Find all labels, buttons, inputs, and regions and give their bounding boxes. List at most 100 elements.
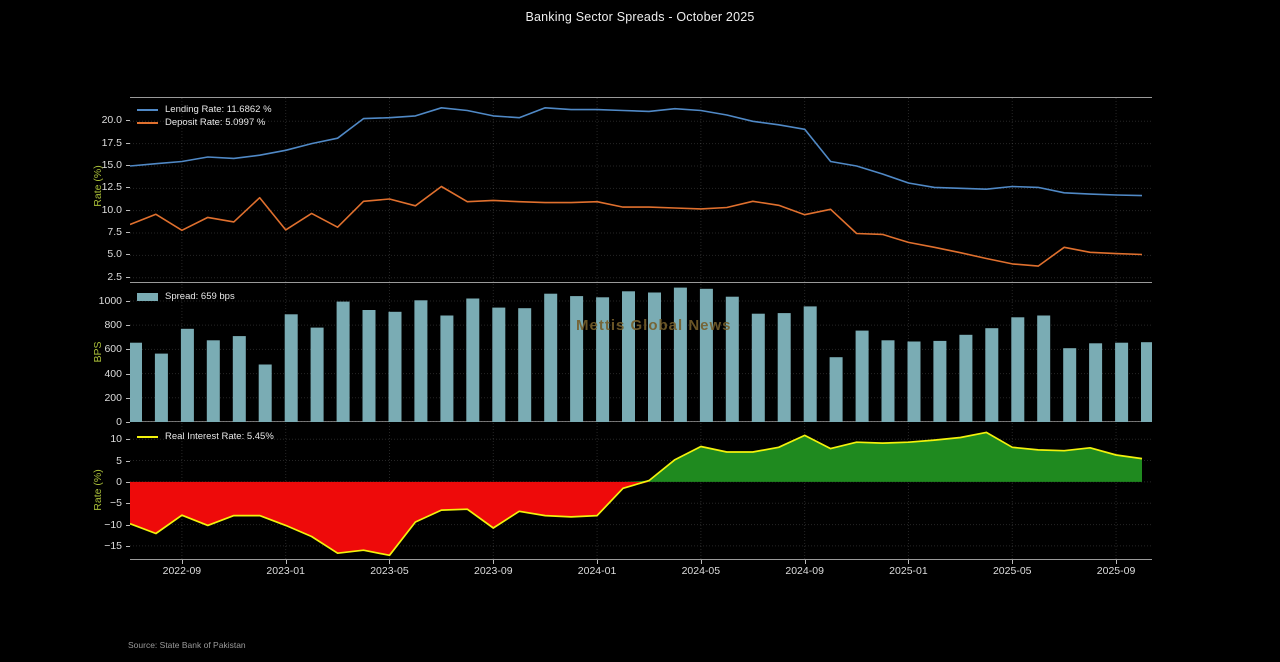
y-tick-label: 0 (116, 416, 122, 428)
y-tick-mark (126, 142, 130, 144)
y-tick-mark (126, 439, 130, 441)
spread-bar (336, 301, 350, 422)
spread-legend-row: Spread: 659 bps (137, 290, 235, 303)
spread-bar (777, 313, 791, 422)
x-tick-label: 2025-05 (992, 565, 1032, 577)
y-tick-mark (126, 300, 130, 302)
spread-bar (258, 364, 272, 422)
lending-line-swatch (137, 108, 158, 111)
deposit-legend-row: Deposit Rate: 5.0997 % (137, 116, 272, 129)
spread-bar (985, 328, 999, 422)
x-tick-mark (181, 560, 183, 564)
y-tick-label: 7.5 (107, 226, 122, 239)
spread-bar (648, 292, 661, 422)
spread-bar (310, 327, 324, 422)
spread-bar (725, 296, 739, 422)
y-tick-mark (126, 349, 130, 351)
x-tick-mark (597, 560, 599, 564)
spread-bar (622, 291, 635, 422)
y-tick-label: 0 (116, 475, 122, 488)
spread-bar (596, 297, 610, 422)
y-tick-mark (126, 232, 130, 234)
y-tick-mark (126, 373, 130, 375)
real-rate-legend: Real Interest Rate: 5.45% (137, 430, 274, 443)
x-tick-mark (908, 560, 910, 564)
x-tick-mark (1012, 560, 1014, 564)
lending-rate-line (130, 107, 1143, 197)
spread-bar (1141, 342, 1152, 422)
x-tick-label: 2023-05 (370, 565, 409, 577)
y-tick-mark (126, 164, 130, 166)
y-tick-label: 400 (104, 367, 122, 380)
y-tick-mark (126, 276, 130, 278)
y-tick-mark (126, 422, 130, 423)
spread-bar (492, 307, 506, 422)
y-tick-mark (126, 254, 130, 256)
spread-bar (544, 293, 558, 422)
real-rate-legend-row: Real Interest Rate: 5.45% (137, 430, 274, 443)
spread-legend-label: Spread: 659 bps (165, 291, 235, 302)
y-tick-label: 5 (116, 454, 122, 467)
spread-bar (414, 300, 428, 422)
y-tick-mark (126, 120, 130, 122)
spread-bar (803, 306, 817, 422)
deposit-line-swatch (137, 121, 158, 124)
y-tick-label: −10 (104, 518, 122, 531)
y-tick-label: 5.0 (107, 248, 122, 261)
real-rate-panel (130, 423, 1152, 560)
x-tick-mark (389, 560, 391, 564)
x-tick-label: 2024-09 (785, 565, 824, 577)
y-tick-mark (126, 524, 130, 526)
y-tick-label: 1000 (98, 294, 122, 307)
x-tick-label: 2023-09 (474, 565, 513, 577)
spread-bar (154, 353, 168, 422)
x-tick-mark (493, 560, 495, 564)
spread-bar (1089, 343, 1103, 422)
spread-bar (673, 287, 687, 422)
spread-panel (130, 284, 1152, 422)
spread-bar (130, 342, 142, 422)
y-tick-label: 10.0 (101, 203, 122, 216)
spread-bar (440, 315, 454, 422)
y-tick-label: −5 (110, 497, 122, 510)
x-tick-mark (1116, 560, 1118, 564)
y-tick-label: 800 (104, 319, 122, 332)
deposit-legend-label: Deposit Rate: 5.0997 % (165, 117, 266, 128)
lending-legend-row: Lending Rate: 11.6862 % (137, 103, 272, 116)
panel-real-svg (130, 423, 1152, 560)
watermark: Mettis Global News (576, 317, 732, 334)
y-tick-mark (126, 460, 130, 462)
spread-bars (130, 287, 1152, 422)
spread-bar (751, 313, 765, 422)
lending-legend-label: Lending Rate: 11.6862 % (165, 104, 272, 115)
y-tick-label: 20.0 (101, 114, 122, 127)
spread-legend: Spread: 659 bps (137, 290, 235, 303)
y-tick-label: 200 (104, 391, 122, 404)
x-tick-mark (285, 560, 287, 564)
x-tick-label: 2024-05 (681, 565, 721, 577)
spread-bar (206, 340, 220, 422)
x-tick-label: 2023-01 (266, 565, 305, 577)
x-tick-label: 2025-09 (1096, 565, 1136, 577)
y-tick-mark (126, 481, 130, 483)
y-tick-label: 15.0 (101, 158, 122, 171)
y-tick-mark (126, 325, 130, 327)
real-rate-negative-area (130, 481, 1142, 556)
spread-bar (699, 288, 713, 422)
rates-legend: Lending Rate: 11.6862 % Deposit Rate: 5.… (137, 103, 272, 129)
deposit-rate-line (130, 185, 1143, 267)
spread-bar (570, 296, 584, 422)
x-tick-label: 2025-01 (889, 565, 928, 577)
y-tick-mark (126, 503, 130, 505)
spread-bar (829, 357, 843, 422)
y-tick-mark (126, 545, 130, 547)
spread-bar (907, 341, 921, 422)
spread-bar (881, 340, 895, 422)
y-tick-mark (126, 209, 130, 211)
panel-bps-svg (130, 284, 1152, 422)
gridlines (130, 284, 1152, 422)
spread-bar (855, 330, 869, 422)
y-tick-label: −15 (104, 539, 122, 552)
spread-bar (959, 334, 973, 422)
